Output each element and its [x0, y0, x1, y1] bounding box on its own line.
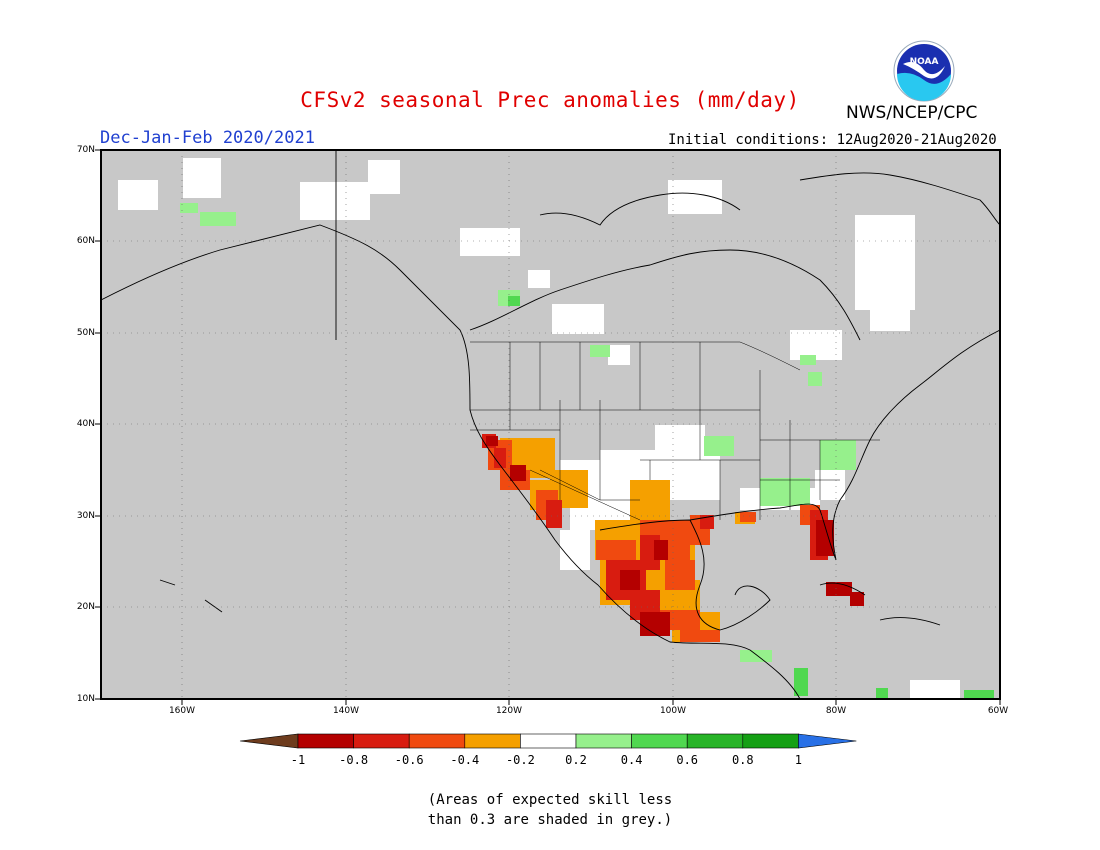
colorbar-tick-label: -0.4: [450, 753, 480, 767]
colorbar-tick-label: -0.8: [339, 753, 369, 767]
lon-label: 80W: [825, 706, 847, 716]
colorbar-swatch: [742, 733, 799, 749]
colorbar-high-arrow: [798, 733, 857, 749]
lon-label: 160W: [168, 706, 196, 716]
colorbar-tick-label: 1: [794, 753, 803, 767]
lon-label: 60W: [987, 706, 1009, 716]
axis-ticks: [95, 149, 1001, 705]
political-borders: [470, 341, 880, 521]
lat-label: 20N: [76, 602, 95, 612]
colorbar-tick-label: 0.4: [620, 753, 643, 767]
colorbar: [239, 733, 857, 749]
skill-note-line2: than 0.3 are shaded in grey.): [427, 812, 673, 828]
colorbar-swatch: [631, 733, 688, 749]
noaa-logo-icon: NOAA: [893, 40, 955, 102]
colorbar-tick-label: 0.2: [565, 753, 587, 767]
lon-label: 120W: [495, 706, 523, 716]
colorbar-tick-label: 0.6: [676, 753, 699, 767]
colorbar-tick-label: -0.6: [394, 753, 424, 767]
agency-label: NWS/NCEP/CPC: [846, 103, 978, 123]
map-title: CFSv2 seasonal Prec anomalies (mm/day): [300, 88, 800, 112]
map-background: [101, 150, 1000, 699]
lon-label: 100W: [659, 706, 687, 716]
colorbar-low-arrow: [239, 733, 299, 749]
colorbar-swatch: [686, 733, 744, 749]
lat-label: 30N: [76, 511, 95, 521]
season-label: Dec-Jan-Feb 2020/2021: [100, 128, 315, 148]
colorbar-swatch: [408, 733, 466, 749]
lat-label: 60N: [76, 236, 95, 246]
lat-label: 40N: [76, 419, 95, 429]
colorbar-swatch: [297, 733, 354, 749]
colorbar-tick-label: -1: [290, 753, 306, 767]
colorbar-swatch: [353, 733, 410, 749]
moderate-positive-regions: [508, 296, 994, 698]
lat-label: 70N: [76, 145, 95, 155]
lon-label: 140W: [332, 706, 360, 716]
light-positive-regions: [180, 203, 856, 662]
skill-note-line1: (Areas of expected skill less: [427, 792, 673, 808]
coastlines: [101, 150, 1000, 699]
initial-conditions-label: Initial conditions: 12Aug2020-21Aug2020: [668, 132, 997, 148]
colorbar-tick-label: -0.2: [505, 753, 535, 767]
colorbar-swatch: [575, 733, 632, 749]
colorbar-tick-label: 0.8: [731, 753, 754, 767]
colorbar-swatch: [520, 733, 577, 749]
noaa-logo-text: NOAA: [910, 57, 939, 67]
colorbar-swatch: [464, 733, 521, 749]
lat-label: 10N: [76, 694, 95, 704]
lat-label: 50N: [76, 328, 95, 338]
